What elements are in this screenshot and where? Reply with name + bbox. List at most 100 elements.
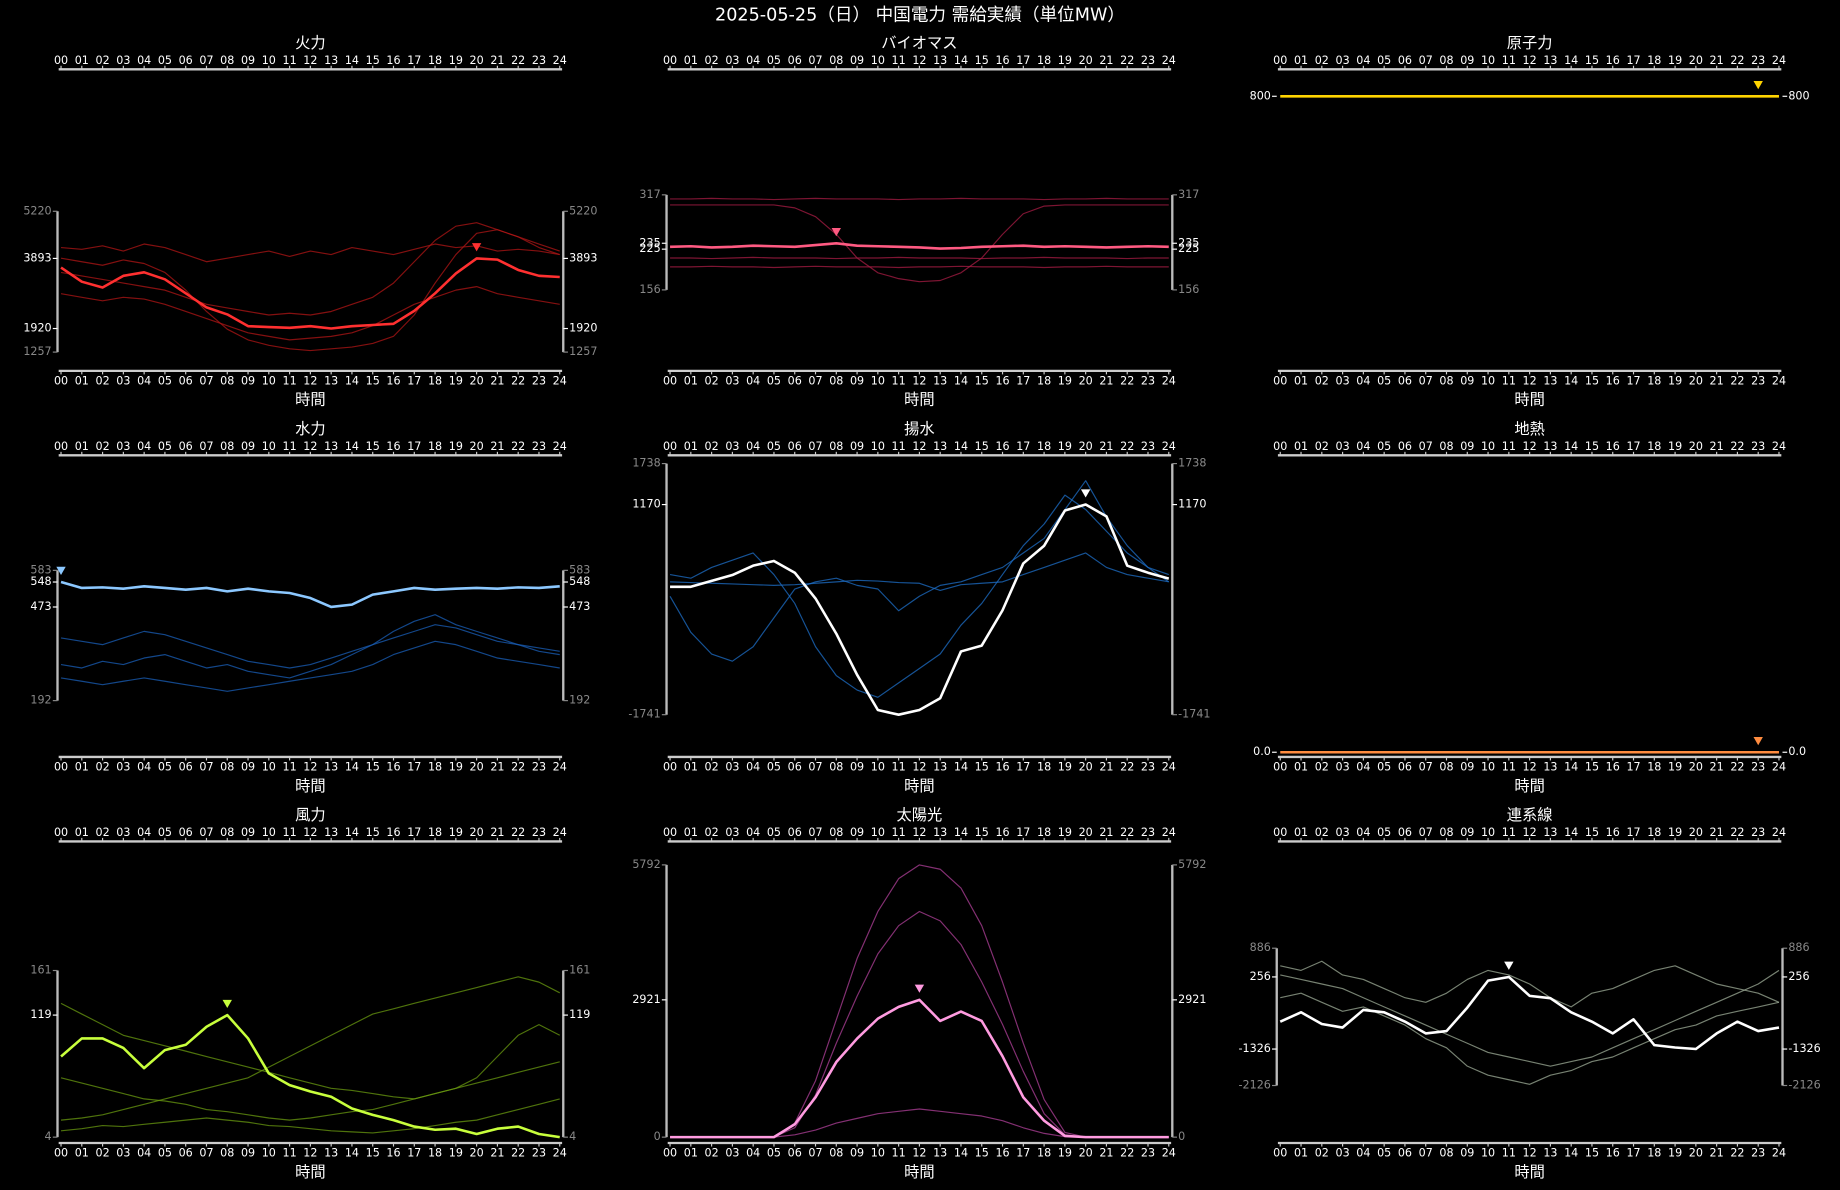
x-tick-label: 07	[1419, 1147, 1433, 1160]
x-tick-label: 01	[1294, 54, 1308, 67]
x-tick-label: 16	[386, 440, 400, 453]
series-line	[670, 242, 1169, 250]
x-tick-label: 09	[241, 760, 255, 773]
x-tick-label: 09	[241, 826, 255, 839]
x-tick-label: 22	[1120, 374, 1134, 387]
x-tick-label: 24	[1772, 440, 1786, 453]
y-tick-label: 0.0	[1253, 745, 1271, 758]
x-tick-label: 15	[1585, 1147, 1599, 1160]
y-tick-label: -1741	[628, 708, 660, 721]
x-tick-label: 12	[912, 440, 926, 453]
y-tick-label: 1170	[632, 498, 660, 511]
x-tick-label: 04	[746, 440, 760, 453]
x-tick-label: 17	[407, 760, 421, 773]
x-tick-label: 03	[725, 1147, 739, 1160]
x-tick-label: 02	[96, 440, 110, 453]
x-tick-label: 15	[366, 826, 380, 839]
x-tick-label: 24	[553, 1147, 567, 1160]
x-tick-label: 12	[303, 1147, 317, 1160]
x-tick-label: 15	[975, 760, 989, 773]
x-tick-label: 12	[912, 760, 926, 773]
max-marker	[1504, 961, 1514, 970]
x-tick-label: 02	[1315, 374, 1329, 387]
x-tick-label: 06	[179, 1147, 193, 1160]
max-marker	[1753, 81, 1763, 90]
x-tick-label: 13	[1543, 1147, 1557, 1160]
x-tick-label: 21	[490, 760, 504, 773]
page-title: 2025-05-25（日） 中国電力 需給実績（単位MW）	[715, 5, 1125, 25]
x-tick-label: 14	[1564, 1147, 1578, 1160]
x-tick-label: 01	[684, 54, 698, 67]
x-tick-label: 07	[808, 440, 822, 453]
x-axis-label: 時間	[1514, 1163, 1545, 1181]
x-tick-label: 24	[553, 760, 567, 773]
x-tick-label: 11	[1502, 826, 1516, 839]
x-tick-label: 22	[1730, 1147, 1744, 1160]
x-tick-label: 20	[470, 374, 484, 387]
panel-title: バイオマス	[881, 34, 957, 52]
x-tick-label: 20	[1079, 440, 1093, 453]
series-line	[1280, 969, 1780, 1067]
x-tick-label: 15	[366, 440, 380, 453]
x-tick-label: 08	[1439, 760, 1453, 773]
x-tick-label: 04	[1356, 54, 1370, 67]
x-tick-label: 06	[1398, 826, 1412, 839]
x-tick-label: 03	[1336, 440, 1350, 453]
x-tick-label: 04	[746, 760, 760, 773]
x-tick-label: 03	[725, 826, 739, 839]
x-tick-label: 22	[1120, 760, 1134, 773]
y-tick-label: 317	[1178, 188, 1199, 201]
x-axis-label: 時間	[295, 777, 326, 795]
x-tick-label: 10	[262, 826, 276, 839]
x-tick-label: 18	[1647, 1147, 1661, 1160]
x-tick-label: 04	[137, 54, 151, 67]
x-tick-label: 23	[1141, 54, 1155, 67]
series-line	[669, 480, 1170, 662]
x-tick-label: 23	[1141, 440, 1155, 453]
y-tick-label: 0	[654, 1130, 661, 1143]
x-tick-label: 12	[1523, 54, 1537, 67]
x-tick-label: 06	[1398, 374, 1412, 387]
x-tick-label: 15	[366, 1147, 380, 1160]
x-tick-label: 09	[1460, 826, 1474, 839]
x-tick-label: 05	[158, 440, 172, 453]
x-tick-label: 12	[1523, 1147, 1537, 1160]
y-tick-label: 225	[639, 242, 660, 255]
x-tick-label: 16	[995, 54, 1009, 67]
x-tick-label: 22	[1730, 440, 1744, 453]
x-tick-label: 18	[1647, 54, 1661, 67]
x-tick-label: 21	[1099, 440, 1113, 453]
x-tick-label: 17	[1016, 440, 1030, 453]
x-tick-label: 22	[511, 1147, 525, 1160]
x-tick-label: 14	[1564, 374, 1578, 387]
x-tick-label: 15	[975, 54, 989, 67]
x-tick-label: 10	[262, 440, 276, 453]
x-tick-label: 09	[850, 760, 864, 773]
series-line	[669, 494, 1169, 698]
x-tick-label: 20	[1079, 54, 1093, 67]
x-tick-label: 00	[663, 826, 677, 839]
x-tick-label: 20	[1689, 374, 1703, 387]
y-tick-label: 119	[569, 1008, 590, 1021]
x-tick-label: 09	[1460, 54, 1474, 67]
x-tick-label: 01	[1294, 440, 1308, 453]
x-tick-label: 21	[1710, 760, 1724, 773]
x-tick-label: 05	[158, 760, 172, 773]
panel-title: 風力	[295, 806, 326, 824]
x-tick-label: 08	[829, 440, 843, 453]
series-line	[1280, 992, 1780, 1085]
x-tick-label: 00	[54, 54, 68, 67]
x-tick-label: 02	[705, 374, 719, 387]
x-tick-label: 00	[1273, 54, 1287, 67]
series-line	[670, 503, 1170, 716]
x-tick-label: 11	[892, 1147, 906, 1160]
x-tick-label: 13	[324, 760, 338, 773]
x-tick-label: 20	[470, 760, 484, 773]
x-tick-label: 20	[470, 1147, 484, 1160]
x-tick-label: 05	[767, 760, 781, 773]
y-tick-label: 800	[1788, 89, 1809, 102]
x-tick-label: 01	[1294, 1147, 1308, 1160]
x-tick-label: 23	[532, 440, 546, 453]
y-tick-label: 5220	[23, 204, 51, 217]
